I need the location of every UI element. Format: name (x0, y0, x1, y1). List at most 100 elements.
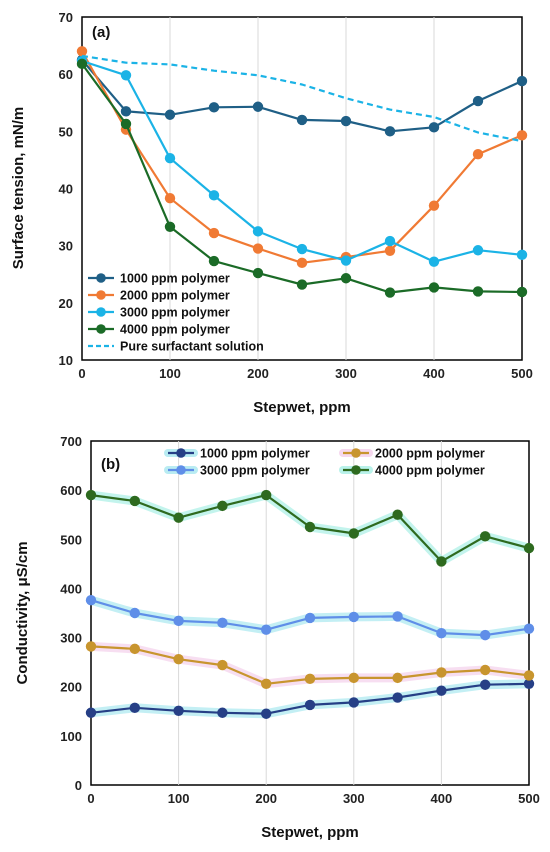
data-point (129, 607, 140, 619)
legend-label: 2000 ppm polymer (375, 447, 485, 461)
y-tick-label: 10 (59, 353, 73, 368)
data-point (164, 109, 176, 120)
data-point (523, 678, 535, 689)
data-point (296, 114, 308, 126)
y-tick-label: 100 (60, 729, 82, 744)
y-tick-label: 600 (60, 483, 82, 498)
y-tick-label: 30 (59, 239, 73, 254)
x-tick-label: 100 (168, 791, 190, 806)
legend-label: Pure surfactant solution (120, 340, 264, 354)
chart-panel-b: 0 100 200 300 400 500 0 100 200 300 400 500 600 700 (… (14, 434, 540, 841)
x-axis-title-b: Stepwet, ppm (261, 824, 359, 841)
series-1000-ppm-polymer (85, 678, 535, 719)
data-point (304, 521, 316, 533)
series-3000-ppm-polymer (76, 55, 528, 267)
tick-labels-b: 0 100 200 300 400 500 0 100 200 300 400 500 600 700 (60, 434, 540, 806)
series-2000-ppm-polymer (85, 641, 535, 689)
data-point (392, 672, 403, 684)
data-point (436, 685, 447, 696)
data-point (516, 249, 528, 261)
legend-entry-4000-ppm-polymer: 4000 ppm polymer (339, 464, 485, 478)
legend-label: 2000 ppm polymer (120, 289, 230, 303)
legend-marker (176, 465, 186, 475)
legend-marker (351, 465, 361, 475)
data-point (392, 509, 403, 520)
data-point (120, 118, 132, 130)
legend-b: 1000 ppm polymer 2000 ppm polymer 3000 ppm… (164, 447, 485, 478)
data-point (261, 624, 272, 635)
data-point (85, 641, 97, 652)
data-point (436, 627, 447, 639)
data-point (120, 70, 132, 81)
y-tick-label: 700 (60, 434, 82, 449)
tick-labels-a: 0 100 200 300 400 500 10 20 30 40 50 60 70 (59, 10, 533, 381)
data-point (516, 130, 528, 141)
data-point (217, 659, 228, 671)
data-point (76, 46, 88, 57)
data-point (348, 697, 359, 708)
x-axis-title-a: Stepwet, ppm (253, 399, 351, 416)
y-tick-label: 50 (59, 124, 73, 139)
y-axis-title-b: Conductivity, μS/cm (14, 541, 31, 684)
data-point (384, 245, 396, 257)
y-tick-label: 0 (75, 778, 82, 793)
series-lines-a (76, 46, 528, 298)
legend-label: 3000 ppm polymer (120, 306, 230, 320)
plot-area-b (90, 440, 530, 786)
x-tick-label: 300 (335, 366, 357, 381)
y-tick-label: 70 (59, 10, 73, 25)
legend-label: 1000 ppm polymer (120, 272, 230, 286)
series-1000-ppm-polymer (76, 54, 528, 137)
data-point (428, 282, 440, 293)
series-3000-ppm-polymer (85, 595, 535, 641)
data-point (348, 528, 359, 539)
plot-area-a (81, 16, 523, 361)
data-point (120, 106, 132, 117)
x-tick-label: 100 (159, 366, 181, 381)
data-point (340, 273, 352, 284)
x-tick-label: 500 (518, 791, 540, 806)
data-point (129, 643, 140, 655)
legend-a: 1000 ppm polymer 2000 ppm polymer 3000 ppm… (88, 272, 264, 354)
data-point (428, 122, 440, 133)
data-point (304, 673, 316, 685)
data-point (516, 286, 528, 298)
legend-entry-2000-ppm-polymer: 2000 ppm polymer (339, 447, 485, 461)
data-point (217, 617, 228, 629)
data-point (472, 149, 484, 160)
data-point (208, 190, 220, 201)
y-tick-label: 60 (59, 67, 73, 82)
legend-marker (176, 448, 186, 458)
legend-entry-pure-surfactant-solution: Pure surfactant solution (88, 340, 264, 354)
legend-marker (351, 448, 361, 458)
data-point (384, 287, 396, 298)
legend-entry-3000-ppm-polymer: 3000 ppm polymer (164, 464, 310, 478)
y-tick-label: 200 (60, 680, 82, 695)
series-4000-ppm-polymer (76, 58, 528, 298)
data-point (208, 102, 220, 113)
y-axis-title-a: Surface tension, mN/m (10, 107, 27, 270)
data-point (392, 611, 403, 622)
legend-entry-1000-ppm-polymer: 1000 ppm polymer (164, 447, 310, 461)
x-tick-label: 500 (511, 366, 533, 381)
data-point (76, 58, 88, 70)
data-point (340, 115, 352, 127)
legend-entry-2000-ppm-polymer: 2000 ppm polymer (88, 289, 230, 303)
legend-marker (96, 273, 106, 283)
series-lines-b (85, 489, 535, 719)
legend-entry-4000-ppm-polymer: 4000 ppm polymer (88, 323, 230, 337)
data-point (472, 245, 484, 256)
series-line (81, 54, 523, 143)
series-4000-ppm-polymer (85, 489, 535, 567)
data-point (340, 255, 352, 266)
series-pure-surfactant-solution (81, 54, 523, 143)
data-point (472, 95, 484, 107)
data-point (85, 707, 97, 718)
y-tick-label: 40 (59, 182, 73, 197)
gridlines-a (169, 17, 435, 360)
data-point (85, 595, 97, 606)
data-point (428, 200, 440, 211)
data-point (348, 672, 359, 684)
x-tick-label: 0 (87, 791, 94, 806)
